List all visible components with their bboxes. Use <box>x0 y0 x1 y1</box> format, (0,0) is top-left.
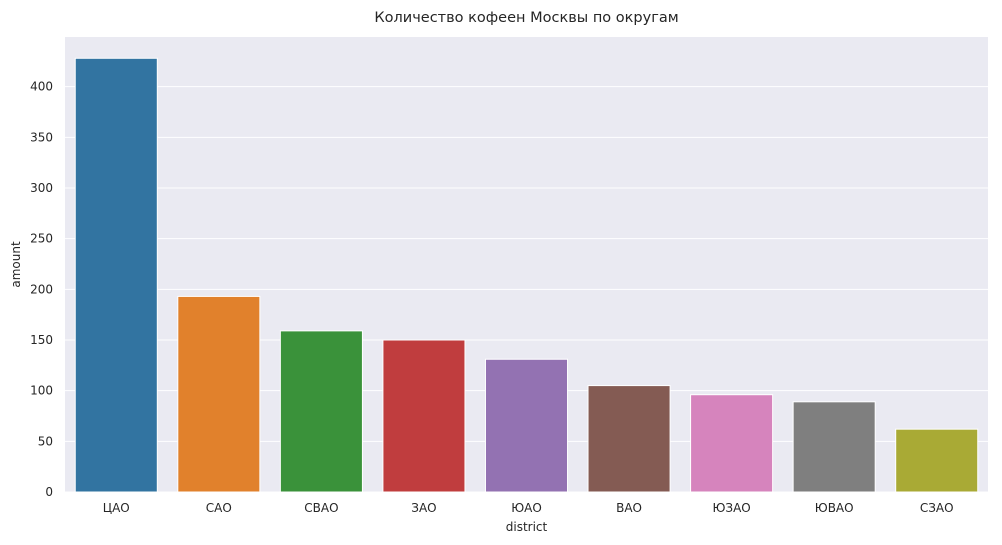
x-tick-labels: ЦАО САО СВАО ЗАО ЮАО ВАО ЮЗАО ЮВАО СЗАО <box>103 501 954 515</box>
bar-1 <box>74 57 158 493</box>
bar-5 <box>484 358 569 493</box>
x-tick-label: САО <box>206 501 232 515</box>
x-tick-label: СЗАО <box>920 501 954 515</box>
y-tick-label: 300 <box>30 181 53 195</box>
bar-4 <box>382 339 466 493</box>
y-tick-label: 400 <box>30 80 53 94</box>
y-tick-label: 200 <box>30 282 53 296</box>
y-tick-label: 250 <box>30 232 53 246</box>
x-tick-label: ВАО <box>616 501 642 515</box>
y-tick-label: 350 <box>30 130 53 144</box>
bar-2 <box>177 295 261 493</box>
bar-8 <box>792 401 876 493</box>
bar-3 <box>279 330 363 493</box>
bar-7 <box>690 394 774 493</box>
bar-6 <box>587 385 671 493</box>
x-tick-label: ЮВАО <box>815 501 854 515</box>
y-tick-label: 0 <box>45 485 53 499</box>
x-tick-label: ЮЗАО <box>712 501 750 515</box>
y-tick-label: 150 <box>30 333 53 347</box>
bars <box>74 57 979 493</box>
x-axis-label: district <box>506 520 548 534</box>
x-tick-label: СВАО <box>304 501 338 515</box>
y-tick-labels: 0 50 100 150 200 250 300 350 400 <box>30 80 53 499</box>
y-tick-label: 100 <box>30 384 53 398</box>
bar-9 <box>895 428 979 493</box>
x-tick-label: ЗАО <box>411 501 436 515</box>
x-tick-label: ЮАО <box>511 501 542 515</box>
y-tick-label: 50 <box>38 434 53 448</box>
y-axis-label: amount <box>9 241 23 288</box>
chart-title: Количество кофеен Москвы по округам <box>374 10 678 26</box>
x-tick-label: ЦАО <box>103 501 130 515</box>
